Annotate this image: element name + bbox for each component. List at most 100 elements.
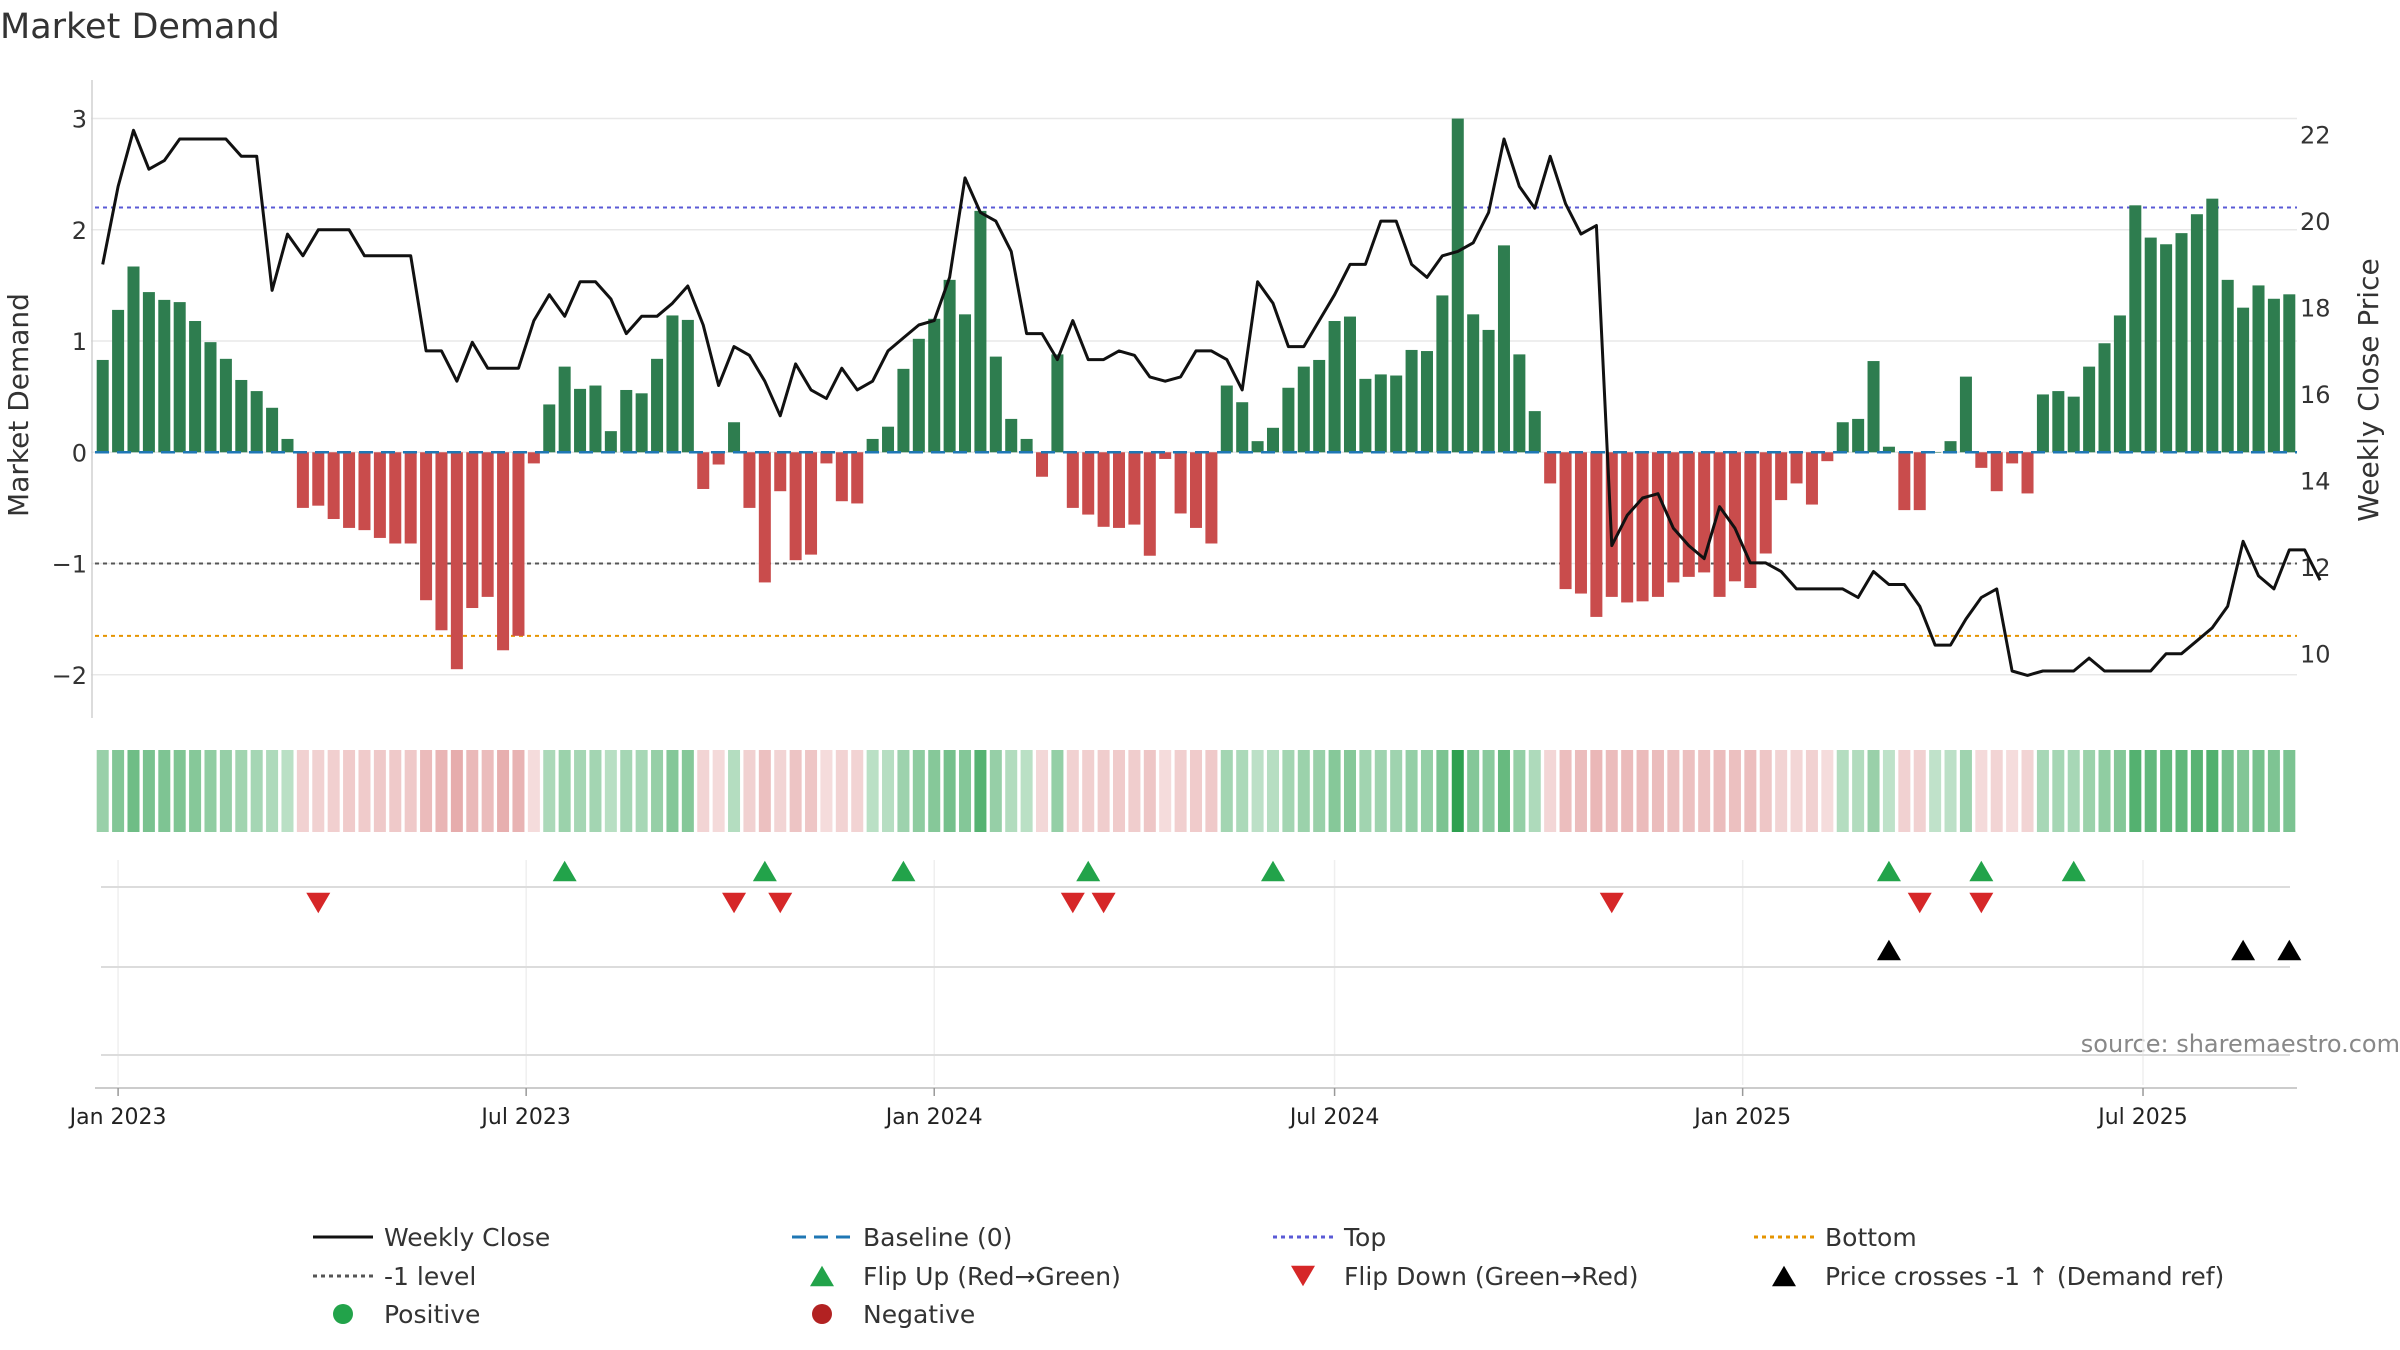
demand-bar [2021,452,2034,494]
heat-cell [2206,750,2219,832]
heat-cell [1159,750,1172,832]
demand-bar [820,452,833,464]
heat-cell [1051,750,1064,832]
heat-cell [974,750,987,832]
heat-cell [866,750,879,832]
flip-down-marker [306,892,331,914]
heat-cell [1482,750,1495,832]
demand-bar [1590,452,1603,617]
legend-price-cross-label: Price crosses -1 ↑ (Demand ref) [1825,1262,2224,1291]
demand-bar [1451,118,1464,453]
legend-price-cross-swatch [1772,1265,1796,1287]
heat-cell [912,750,925,832]
heat-cell [219,750,232,832]
flip-up-marker [1969,860,1994,882]
demand-bar [574,388,587,453]
heat-cell [1513,750,1526,832]
heat-cell [1713,750,1726,832]
heat-cell [989,750,1002,832]
demand-bar [1113,452,1126,528]
heat-cell [1251,750,1264,832]
heat-cell [1497,750,1510,832]
flip-up-marker [552,860,577,882]
heat-cell [1020,750,1033,832]
demand-bar [1405,349,1418,453]
heat-cell [435,750,448,832]
heat-cell [1959,750,1972,832]
heat-cell [1590,750,1603,832]
demand-bar [1005,418,1018,453]
demand-bar [1436,295,1449,453]
demand-bar [882,426,895,453]
price-cross-marker [2277,939,2302,961]
heat-cell [943,750,956,832]
heat-cell [142,750,155,832]
demand-bar [774,452,787,492]
heat-cell [1205,750,1218,832]
demand-bar [728,422,741,453]
x-tick-label: Jan 2024 [884,1105,983,1130]
heat-cell [1682,750,1695,832]
demand-bar [1959,376,1972,453]
heat-cell [1220,750,1233,832]
heat-cell [1636,750,1649,832]
demand-bar [142,292,155,453]
demand-bar [2006,452,2019,464]
demand-bar [1251,441,1264,453]
demand-bar [1420,351,1433,453]
demand-bar [943,279,956,453]
demand-bar [1528,411,1541,453]
demand-bar [1220,385,1233,453]
flip-down-marker [1969,892,1994,914]
demand-bar [420,452,433,601]
heat-cell [373,750,386,832]
demand-bar [758,452,771,583]
legend-flip-down-label: Flip Down (Green→Red) [1344,1262,1639,1291]
x-tick-label: Jul 2024 [1288,1105,1380,1130]
flip-up-marker [1076,860,1101,882]
heat-cell [1297,750,1310,832]
demand-bar [1852,418,1865,453]
heat-cell [1528,750,1541,832]
x-axis: Jan 2023 Jul 2023 Jan 2024 Jul 2024 Jan 2025… [68,1087,2297,1130]
heat-cell [574,750,587,832]
demand-bar [373,452,386,538]
demand-bar [1744,452,1757,588]
heat-cell [2160,750,2173,832]
demand-bar [389,452,402,544]
flip-down-marker [1907,892,1932,914]
heat-cell [1651,750,1664,832]
y-tick-label: 1 [72,328,87,356]
demand-bar [435,452,448,631]
heat-cell [1913,750,1926,832]
demand-bar [1559,452,1572,590]
weekly-close-line [101,128,2322,677]
demand-bar [481,452,494,597]
demand-bar [1805,452,1818,505]
demand-bar [1189,452,1203,528]
heat-cell [1390,750,1403,832]
y-tick-label: −2 [52,662,87,690]
heat-cell [266,750,279,832]
heat-cell [450,750,463,832]
heat-cell [1929,750,1942,832]
heat-cell [928,750,941,832]
heat-cell [851,750,864,832]
heat-cell [112,750,125,832]
legend-bottom-label: Bottom [1825,1223,1917,1252]
heat-cell [1374,750,1387,832]
flip-down-marker [1599,892,1624,914]
demand-bar [1621,452,1634,603]
heat-cell [1420,750,1433,832]
demand-bar [450,452,463,670]
demand-bar [2160,244,2173,453]
demand-bar [589,385,602,453]
legend-weekly-close-label: Weekly Close [384,1223,550,1252]
heat-cell [835,750,848,832]
demand-bar [1313,359,1326,453]
heat-cell [543,750,556,832]
heat-cell [728,750,741,832]
x-tick-label: Jan 2025 [1692,1105,1791,1130]
heat-cell [1451,750,1464,832]
